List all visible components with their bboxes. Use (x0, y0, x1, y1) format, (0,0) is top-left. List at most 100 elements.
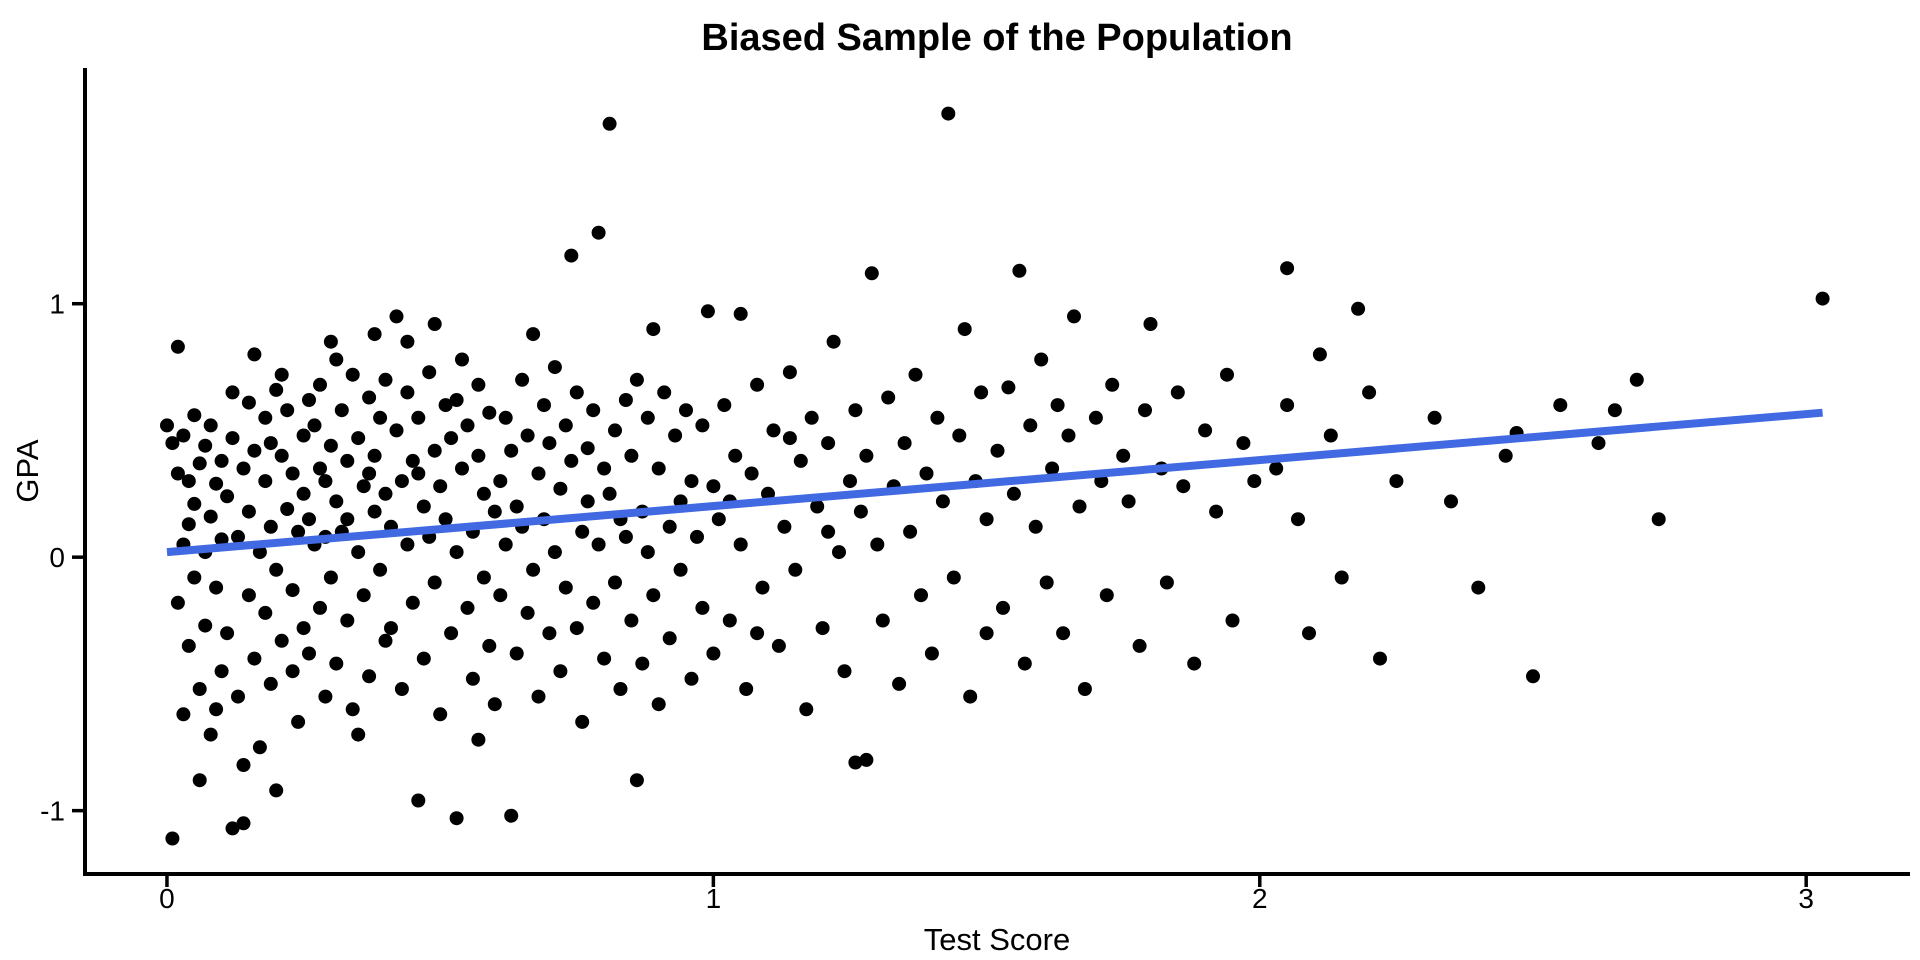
data-point (378, 633, 393, 648)
data-point (821, 436, 836, 451)
x-tick-label: 0 (159, 883, 175, 914)
data-point (438, 398, 453, 413)
data-point (367, 504, 382, 519)
data-point (493, 474, 508, 489)
data-point (695, 600, 710, 615)
data-point (378, 372, 393, 387)
data-point (498, 537, 513, 552)
data-point (1061, 428, 1076, 443)
data-point (351, 727, 366, 742)
data-point (373, 410, 388, 425)
data-point (1176, 479, 1191, 494)
data-point (777, 519, 792, 534)
data-point (367, 327, 382, 342)
data-point (837, 664, 852, 679)
data-point (597, 461, 612, 476)
data-point (695, 418, 710, 433)
data-point (1591, 436, 1606, 451)
data-point (651, 461, 666, 476)
data-point (209, 580, 224, 595)
data-point (1607, 403, 1622, 418)
data-point (405, 453, 420, 468)
data-point (487, 697, 502, 712)
data-point (362, 390, 377, 405)
data-point (531, 466, 546, 481)
data-point (537, 398, 551, 413)
data-point (706, 479, 721, 494)
data-point (526, 562, 541, 577)
data-point (241, 395, 256, 410)
data-point (848, 403, 863, 418)
data-point (471, 377, 486, 392)
data-point (280, 502, 295, 516)
data-point (263, 436, 278, 451)
data-point (1444, 494, 1458, 509)
data-point (1334, 570, 1349, 585)
data-point (476, 570, 491, 585)
data-point (487, 504, 502, 519)
data-point (580, 494, 595, 509)
data-point (520, 428, 535, 443)
data-point (203, 418, 218, 433)
data-point (1170, 385, 1185, 400)
data-point (1362, 385, 1377, 400)
data-point (285, 583, 300, 598)
chart-title: Biased Sample of the Population (701, 17, 1292, 59)
data-point (296, 486, 311, 501)
data-point (1198, 423, 1213, 438)
data-point (1389, 474, 1404, 489)
data-point (602, 116, 617, 131)
data-point (526, 327, 541, 342)
data-point (1006, 486, 1021, 501)
data-point (214, 453, 229, 468)
data-point (717, 398, 732, 413)
data-point (657, 385, 672, 400)
data-point (919, 466, 934, 481)
data-point (1067, 309, 1081, 324)
data-point (602, 486, 617, 501)
data-point (416, 651, 431, 666)
data-point (859, 752, 874, 767)
data-point (280, 403, 295, 418)
data-point (1498, 448, 1513, 463)
y-axis-label: GPA (10, 439, 45, 502)
data-point (220, 626, 235, 641)
data-point (198, 438, 213, 453)
data-point (914, 588, 928, 603)
data-point (766, 423, 781, 438)
data-point (323, 570, 338, 585)
data-point (433, 707, 448, 722)
data-point (930, 410, 945, 425)
data-point (263, 676, 278, 691)
data-point (728, 448, 743, 463)
data-point (269, 562, 284, 577)
data-point (1088, 410, 1103, 425)
data-point (236, 461, 251, 476)
data-point (853, 504, 868, 519)
plot-layer: 0 1 2 3 -1 0 1 (40, 68, 1910, 914)
data-point (897, 436, 912, 451)
y-tick-label: -1 (40, 796, 65, 827)
data-point (684, 474, 699, 489)
data-point (323, 334, 338, 349)
data-point (1291, 512, 1305, 527)
data-point (356, 588, 371, 603)
data-point (711, 512, 726, 527)
data-point (438, 512, 453, 527)
data-point (870, 537, 885, 552)
data-point (668, 428, 683, 443)
data-point (449, 393, 464, 407)
data-point (1209, 504, 1224, 519)
data-point (547, 545, 562, 560)
data-point (504, 808, 519, 823)
data-point (1105, 377, 1120, 392)
data-point (170, 595, 185, 610)
data-point (482, 638, 497, 653)
data-point (613, 682, 628, 696)
data-point (411, 410, 426, 425)
data-point (750, 626, 765, 641)
data-point (351, 431, 366, 446)
data-point (400, 334, 415, 349)
data-point (444, 431, 459, 446)
